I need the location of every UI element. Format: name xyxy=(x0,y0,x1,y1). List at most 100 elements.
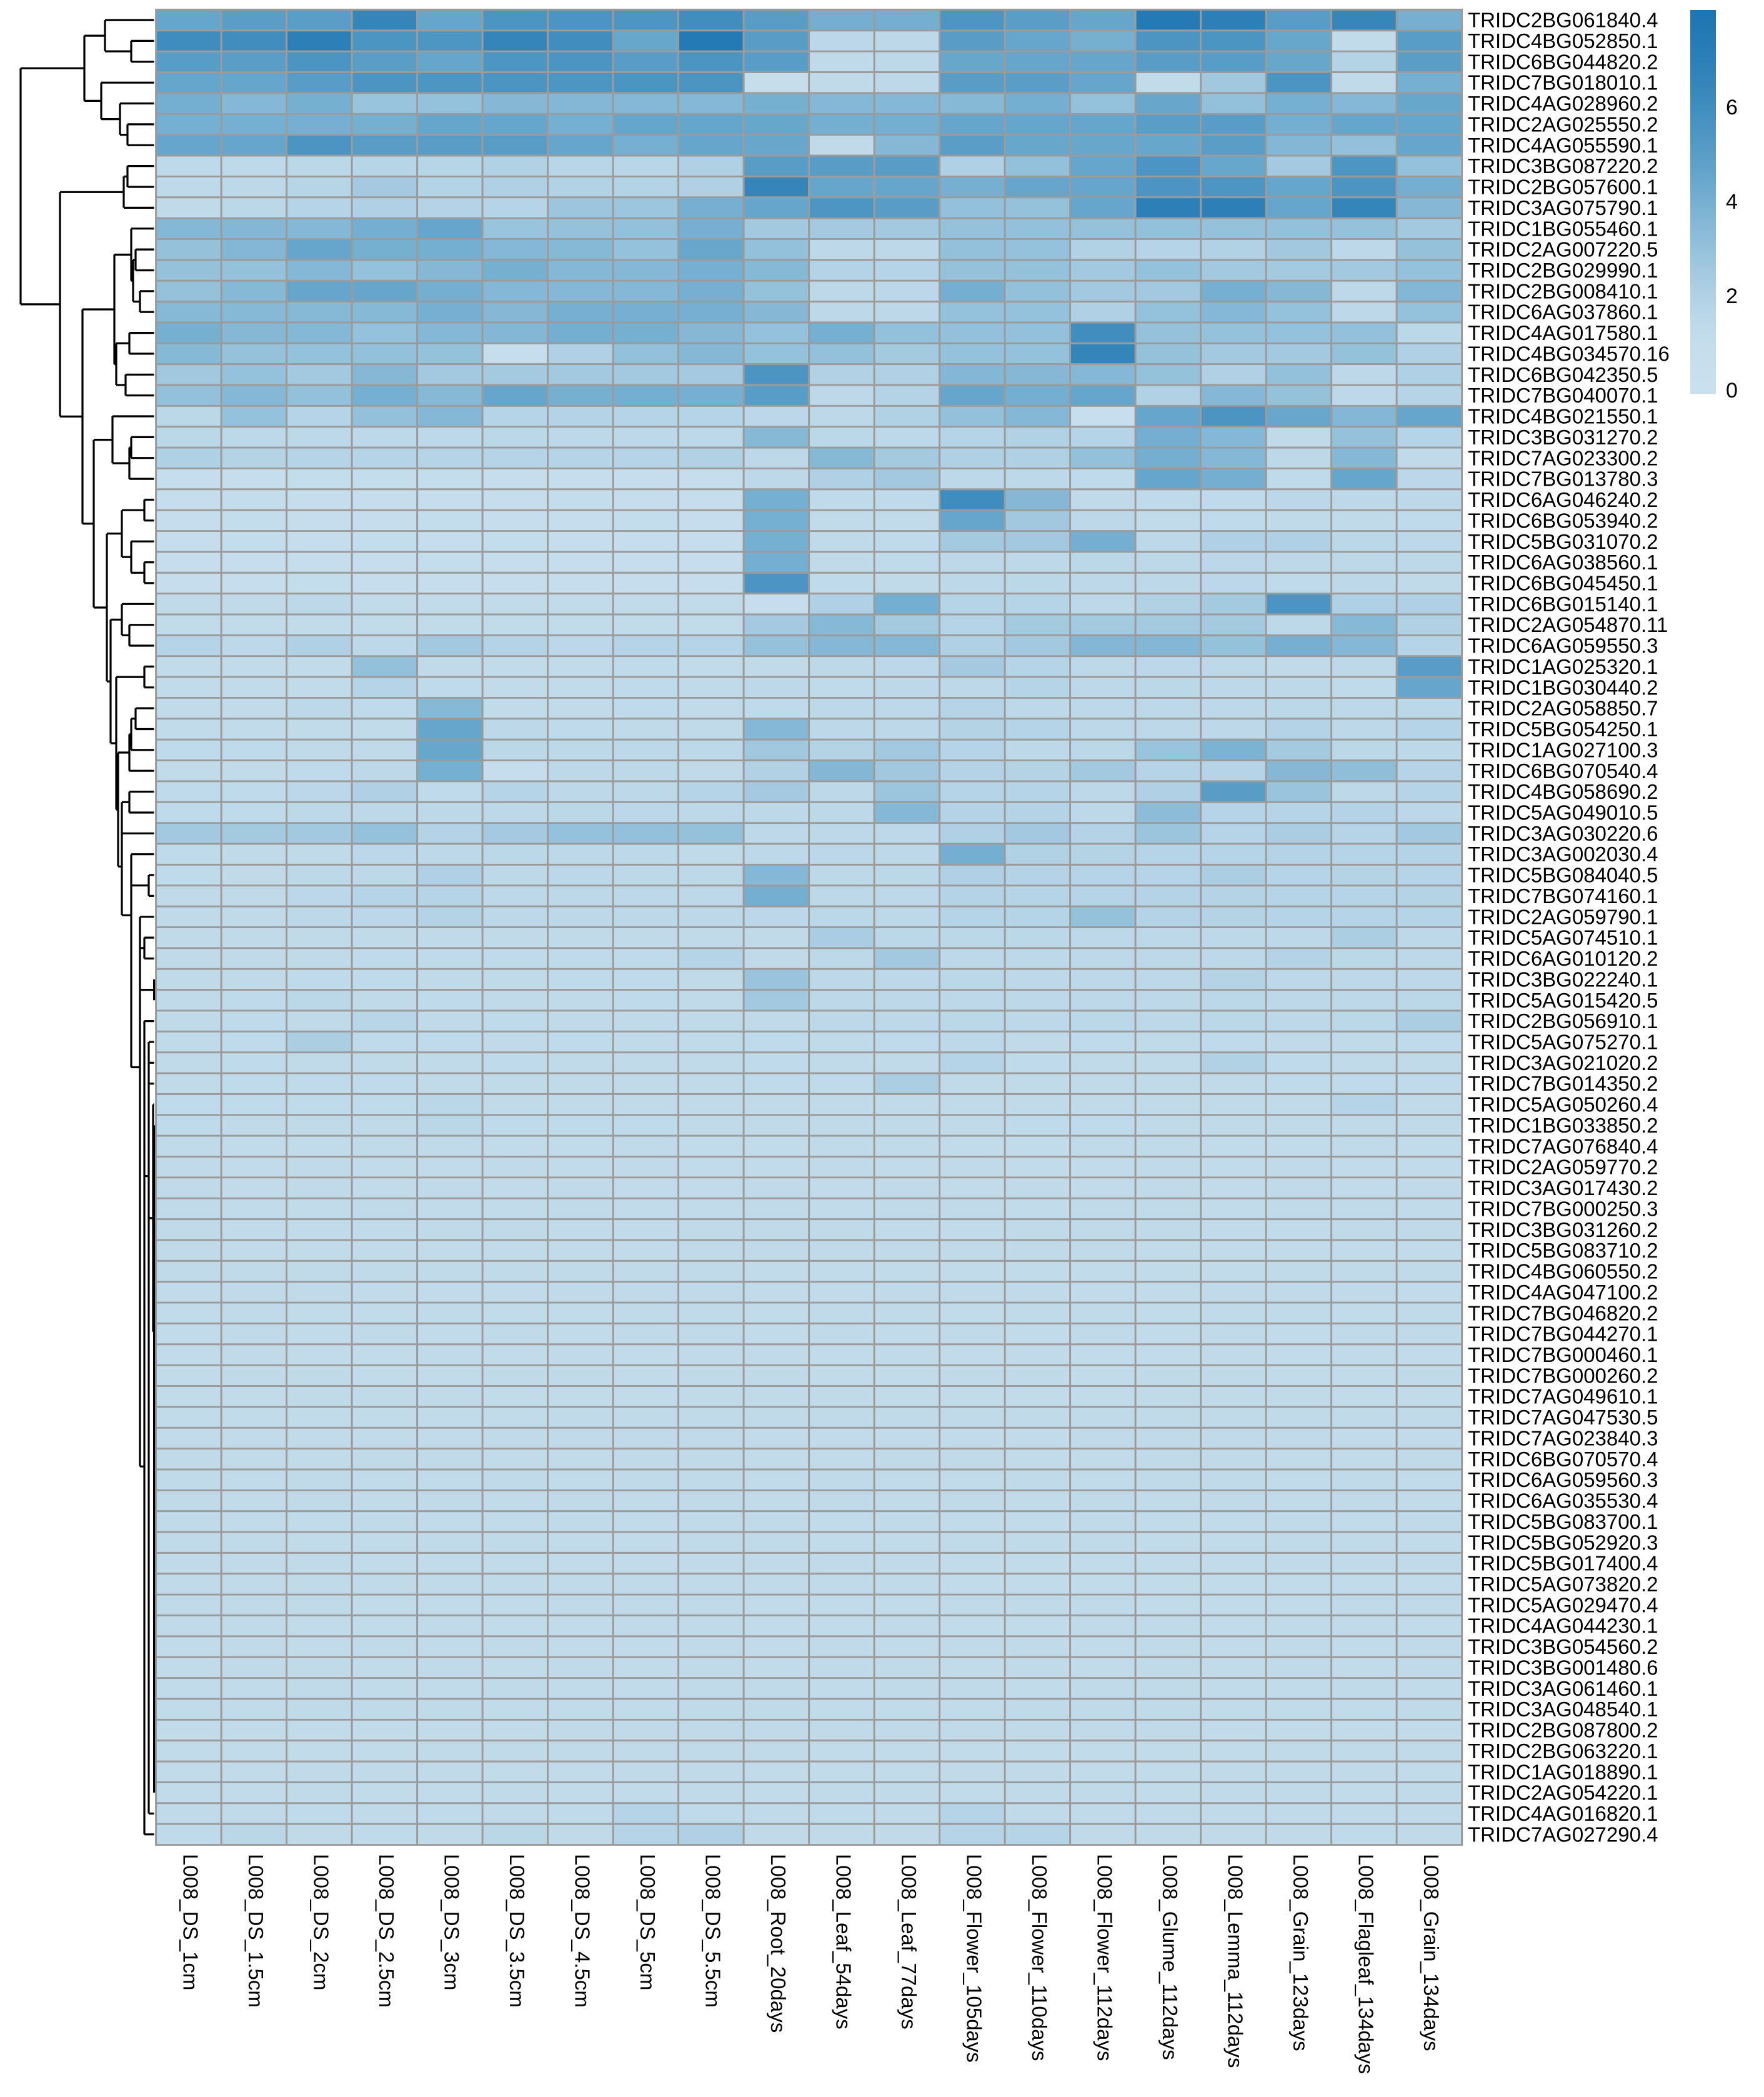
svg-text:TRIDC7BG013780.3: TRIDC7BG013780.3 xyxy=(1468,468,1658,491)
svg-text:TRIDC3AG061460.1: TRIDC3AG061460.1 xyxy=(1468,1677,1658,1700)
svg-text:TRIDC7AG023300.2: TRIDC7AG023300.2 xyxy=(1468,446,1658,469)
svg-text:TRIDC7BG074160.1: TRIDC7BG074160.1 xyxy=(1468,884,1658,908)
svg-text:TRIDC3AG075790.1: TRIDC3AG075790.1 xyxy=(1468,196,1658,219)
svg-text:L008_DS_3.5cm: L008_DS_3.5cm xyxy=(506,1854,529,2008)
svg-text:TRIDC6AG037860.1: TRIDC6AG037860.1 xyxy=(1468,301,1658,324)
svg-text:TRIDC7BG014350.2: TRIDC7BG014350.2 xyxy=(1468,1072,1658,1095)
svg-text:TRIDC5AG029470.4: TRIDC5AG029470.4 xyxy=(1468,1593,1658,1616)
svg-text:TRIDC2BG056910.1: TRIDC2BG056910.1 xyxy=(1468,1009,1658,1033)
svg-text:TRIDC5AG049010.5: TRIDC5AG049010.5 xyxy=(1468,801,1658,824)
svg-text:TRIDC7AG076840.4: TRIDC7AG076840.4 xyxy=(1468,1134,1658,1158)
svg-text:L008_Flower_105days: L008_Flower_105days xyxy=(963,1854,986,2063)
svg-text:TRIDC7AG023840.3: TRIDC7AG023840.3 xyxy=(1468,1427,1658,1450)
svg-text:TRIDC2AG058850.7: TRIDC2AG058850.7 xyxy=(1468,697,1658,720)
svg-text:L008_DS_3cm: L008_DS_3cm xyxy=(441,1854,464,1990)
svg-text:TRIDC4AG028960.2: TRIDC4AG028960.2 xyxy=(1468,92,1658,115)
svg-text:TRIDC5AG050260.4: TRIDC5AG050260.4 xyxy=(1468,1093,1658,1116)
svg-text:TRIDC4AG047100.2: TRIDC4AG047100.2 xyxy=(1468,1281,1658,1304)
svg-text:TRIDC6AG046240.2: TRIDC6AG046240.2 xyxy=(1468,488,1658,511)
svg-text:TRIDC6BG070540.4: TRIDC6BG070540.4 xyxy=(1468,759,1658,783)
svg-text:TRIDC5AG075270.1: TRIDC5AG075270.1 xyxy=(1468,1031,1658,1054)
svg-text:TRIDC5BG084040.5: TRIDC5BG084040.5 xyxy=(1468,864,1658,887)
svg-text:0: 0 xyxy=(1726,379,1738,403)
svg-text:L008_Root_20days: L008_Root_20days xyxy=(767,1854,790,2033)
svg-text:2: 2 xyxy=(1726,284,1738,308)
svg-text:TRIDC1AG018890.1: TRIDC1AG018890.1 xyxy=(1468,1760,1658,1783)
svg-text:TRIDC1AG025320.1: TRIDC1AG025320.1 xyxy=(1468,655,1658,678)
svg-text:TRIDC2AG054220.1: TRIDC2AG054220.1 xyxy=(1468,1781,1658,1804)
svg-text:TRIDC2BG061840.4: TRIDC2BG061840.4 xyxy=(1468,9,1658,32)
svg-text:TRIDC7AG047530.5: TRIDC7AG047530.5 xyxy=(1468,1406,1658,1429)
svg-text:L008_DS_2.5cm: L008_DS_2.5cm xyxy=(375,1854,398,2008)
svg-text:TRIDC1BG055460.1: TRIDC1BG055460.1 xyxy=(1468,217,1658,240)
svg-text:TRIDC5BG083710.2: TRIDC5BG083710.2 xyxy=(1468,1239,1658,1262)
svg-text:L008_Grain_123days: L008_Grain_123days xyxy=(1289,1854,1312,2051)
svg-text:TRIDC4BG021550.1: TRIDC4BG021550.1 xyxy=(1468,405,1658,428)
svg-text:TRIDC2BG029990.1: TRIDC2BG029990.1 xyxy=(1468,259,1658,282)
svg-text:TRIDC2BG063220.1: TRIDC2BG063220.1 xyxy=(1468,1739,1658,1763)
svg-text:TRIDC7BG040070.1: TRIDC7BG040070.1 xyxy=(1468,384,1658,407)
svg-text:TRIDC2AG059790.1: TRIDC2AG059790.1 xyxy=(1468,905,1658,928)
svg-text:L008_DS_5.5cm: L008_DS_5.5cm xyxy=(702,1854,725,2008)
svg-text:TRIDC2AG059770.2: TRIDC2AG059770.2 xyxy=(1468,1156,1658,1179)
svg-text:L008_Flower_110days: L008_Flower_110days xyxy=(1028,1854,1051,2061)
svg-text:TRIDC6BG045450.1: TRIDC6BG045450.1 xyxy=(1468,572,1658,595)
svg-text:TRIDC3AG048540.1: TRIDC3AG048540.1 xyxy=(1468,1698,1658,1721)
svg-text:TRIDC7BG046820.2: TRIDC7BG046820.2 xyxy=(1468,1301,1658,1324)
svg-text:TRIDC4AG017580.1: TRIDC4AG017580.1 xyxy=(1468,321,1658,344)
svg-text:TRIDC5AG074510.1: TRIDC5AG074510.1 xyxy=(1468,926,1658,949)
svg-text:TRIDC7AG027290.4: TRIDC7AG027290.4 xyxy=(1468,1823,1658,1846)
svg-text:TRIDC3BG031260.2: TRIDC3BG031260.2 xyxy=(1468,1218,1658,1241)
svg-text:TRIDC6AG059550.3: TRIDC6AG059550.3 xyxy=(1468,634,1658,658)
svg-text:TRIDC2BG087800.2: TRIDC2BG087800.2 xyxy=(1468,1719,1658,1742)
svg-text:TRIDC4AG055590.1: TRIDC4AG055590.1 xyxy=(1468,134,1658,157)
svg-text:TRIDC1BG033850.2: TRIDC1BG033850.2 xyxy=(1468,1114,1658,1137)
svg-text:TRIDC2AG054870.11: TRIDC2AG054870.11 xyxy=(1468,613,1668,636)
svg-text:TRIDC7BG044270.1: TRIDC7BG044270.1 xyxy=(1468,1323,1658,1346)
svg-text:TRIDC1BG030440.2: TRIDC1BG030440.2 xyxy=(1468,676,1658,699)
svg-text:TRIDC7BG000460.1: TRIDC7BG000460.1 xyxy=(1468,1343,1658,1366)
svg-text:TRIDC7BG000250.3: TRIDC7BG000250.3 xyxy=(1468,1197,1658,1220)
svg-text:TRIDC5BG083700.1: TRIDC5BG083700.1 xyxy=(1468,1510,1658,1533)
svg-text:TRIDC6AG035530.4: TRIDC6AG035530.4 xyxy=(1468,1489,1658,1513)
svg-text:TRIDC5AG073820.2: TRIDC5AG073820.2 xyxy=(1468,1573,1658,1596)
svg-text:TRIDC4AG044230.1: TRIDC4AG044230.1 xyxy=(1468,1614,1658,1638)
svg-text:L008_Glume_112days: L008_Glume_112days xyxy=(1159,1854,1182,2060)
svg-text:L008_DS_2cm: L008_DS_2cm xyxy=(310,1854,333,1990)
svg-text:TRIDC5BG054250.1: TRIDC5BG054250.1 xyxy=(1468,718,1658,741)
svg-text:L008_Flagleaf_134days: L008_Flagleaf_134days xyxy=(1355,1854,1378,2074)
svg-text:L008_Leaf_77days: L008_Leaf_77days xyxy=(897,1854,920,2029)
svg-text:L008_Leaf_54days: L008_Leaf_54days xyxy=(832,1854,855,2029)
svg-text:TRIDC2AG007220.5: TRIDC2AG007220.5 xyxy=(1468,238,1658,261)
svg-text:TRIDC5BG052920.3: TRIDC5BG052920.3 xyxy=(1468,1531,1658,1554)
svg-text:TRIDC7BG018010.1: TRIDC7BG018010.1 xyxy=(1468,71,1658,94)
svg-text:L008_Flower_112days: L008_Flower_112days xyxy=(1094,1854,1117,2061)
svg-text:L008_Grain_134days: L008_Grain_134days xyxy=(1420,1854,1443,2051)
svg-text:TRIDC5AG015420.5: TRIDC5AG015420.5 xyxy=(1468,989,1658,1012)
svg-text:L008_DS_1.5cm: L008_DS_1.5cm xyxy=(244,1854,267,2008)
svg-text:TRIDC3AG030220.6: TRIDC3AG030220.6 xyxy=(1468,822,1658,845)
svg-text:TRIDC4BG052850.1: TRIDC4BG052850.1 xyxy=(1468,29,1658,53)
svg-text:6: 6 xyxy=(1726,96,1738,119)
svg-text:TRIDC4AG016820.1: TRIDC4AG016820.1 xyxy=(1468,1802,1658,1825)
svg-text:TRIDC6BG044820.2: TRIDC6BG044820.2 xyxy=(1468,50,1658,73)
svg-text:TRIDC6AG038560.1: TRIDC6AG038560.1 xyxy=(1468,551,1658,574)
svg-text:TRIDC5BG031070.2: TRIDC5BG031070.2 xyxy=(1468,530,1658,553)
svg-text:TRIDC3AG002030.4: TRIDC3AG002030.4 xyxy=(1468,843,1658,866)
svg-text:TRIDC5BG017400.4: TRIDC5BG017400.4 xyxy=(1468,1552,1658,1575)
svg-text:TRIDC3BG001480.6: TRIDC3BG001480.6 xyxy=(1468,1656,1658,1679)
svg-text:TRIDC4BG060550.2: TRIDC4BG060550.2 xyxy=(1468,1260,1658,1283)
svg-text:TRIDC1AG027100.3: TRIDC1AG027100.3 xyxy=(1468,738,1658,761)
svg-text:TRIDC6AG010120.2: TRIDC6AG010120.2 xyxy=(1468,947,1658,970)
svg-text:TRIDC2AG025550.2: TRIDC2AG025550.2 xyxy=(1468,113,1658,136)
svg-text:TRIDC2BG057600.1: TRIDC2BG057600.1 xyxy=(1468,176,1658,199)
svg-text:L008_DS_1cm: L008_DS_1cm xyxy=(179,1854,202,1990)
svg-text:TRIDC6BG042350.5: TRIDC6BG042350.5 xyxy=(1468,363,1658,386)
svg-text:TRIDC3BG022240.1: TRIDC3BG022240.1 xyxy=(1468,968,1658,991)
svg-text:L008_Lemma_112days: L008_Lemma_112days xyxy=(1224,1854,1247,2068)
svg-text:TRIDC7AG049610.1: TRIDC7AG049610.1 xyxy=(1468,1385,1658,1408)
svg-text:TRIDC6BG015140.1: TRIDC6BG015140.1 xyxy=(1468,593,1658,616)
svg-text:L008_DS_5cm: L008_DS_5cm xyxy=(636,1854,659,1990)
svg-text:4: 4 xyxy=(1726,190,1738,214)
svg-text:TRIDC2BG008410.1: TRIDC2BG008410.1 xyxy=(1468,279,1658,303)
